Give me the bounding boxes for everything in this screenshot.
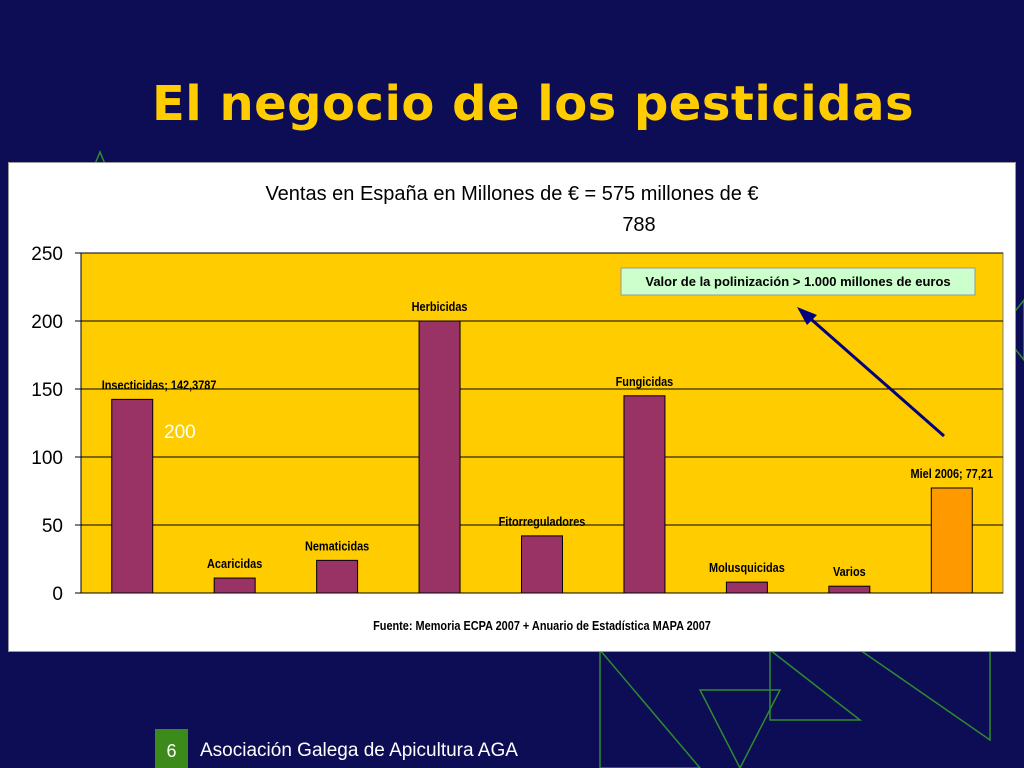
chart-title: Ventas en España en Millones de € = 575 … (265, 183, 758, 205)
bar (725, 581, 768, 594)
bar (316, 559, 359, 594)
plot-area: 0 50 100 150 200 250 Insecticidas; 142,3787 Aca… (31, 244, 1004, 605)
chart-panel: Ventas en España en Millones de € = 575 … (8, 162, 1016, 652)
bar (213, 577, 256, 594)
bar (623, 395, 666, 594)
bar-label: Molusquicidas (709, 560, 785, 575)
bar-label: Fungicidas (616, 374, 674, 389)
bar-chart: Ventas en España en Millones de € = 575 … (31, 183, 1004, 633)
y-tick-label: 50 (42, 516, 63, 537)
page-number-box: 6 (155, 729, 188, 768)
bar (930, 487, 973, 594)
bar-label: Miel 2006; 77,21 (911, 466, 994, 481)
callout-arrowhead (797, 307, 817, 325)
page-number: 6 (166, 741, 177, 761)
bar-label: Varios (833, 564, 866, 579)
bar-label: Acaricidas (207, 556, 263, 571)
bar-label: Insecticidas; 142,3787 (102, 377, 217, 392)
footer-organization: Asociación Galega de Apicultura AGA (200, 740, 518, 761)
y-tick-label: 200 (31, 312, 63, 333)
y-tick-label: 100 (31, 448, 63, 469)
bar-label: Herbicidas (412, 299, 468, 314)
y-tick-label: 250 (31, 244, 63, 265)
bar (521, 535, 563, 594)
bar (111, 398, 154, 594)
bar (418, 320, 461, 594)
overlay-value-label: 200 (164, 422, 196, 443)
callout-arrow (803, 311, 945, 438)
chart-title-overlay-number: 788 (622, 214, 655, 236)
bar (828, 585, 871, 594)
slide-title: El negocio de los pesticidas (152, 76, 915, 132)
chart-source-note: Fuente: Memoria ECPA 2007 + Anuario de E… (373, 618, 711, 633)
callout-text: Valor de la polinización > 1.000 millone… (645, 274, 950, 289)
bar-label: Fitorreguladores (499, 514, 586, 529)
y-tick-label: 0 (52, 584, 63, 605)
bar-label: Nematicidas (305, 538, 370, 553)
callout-box (620, 267, 976, 296)
y-tick-label: 150 (31, 380, 63, 401)
